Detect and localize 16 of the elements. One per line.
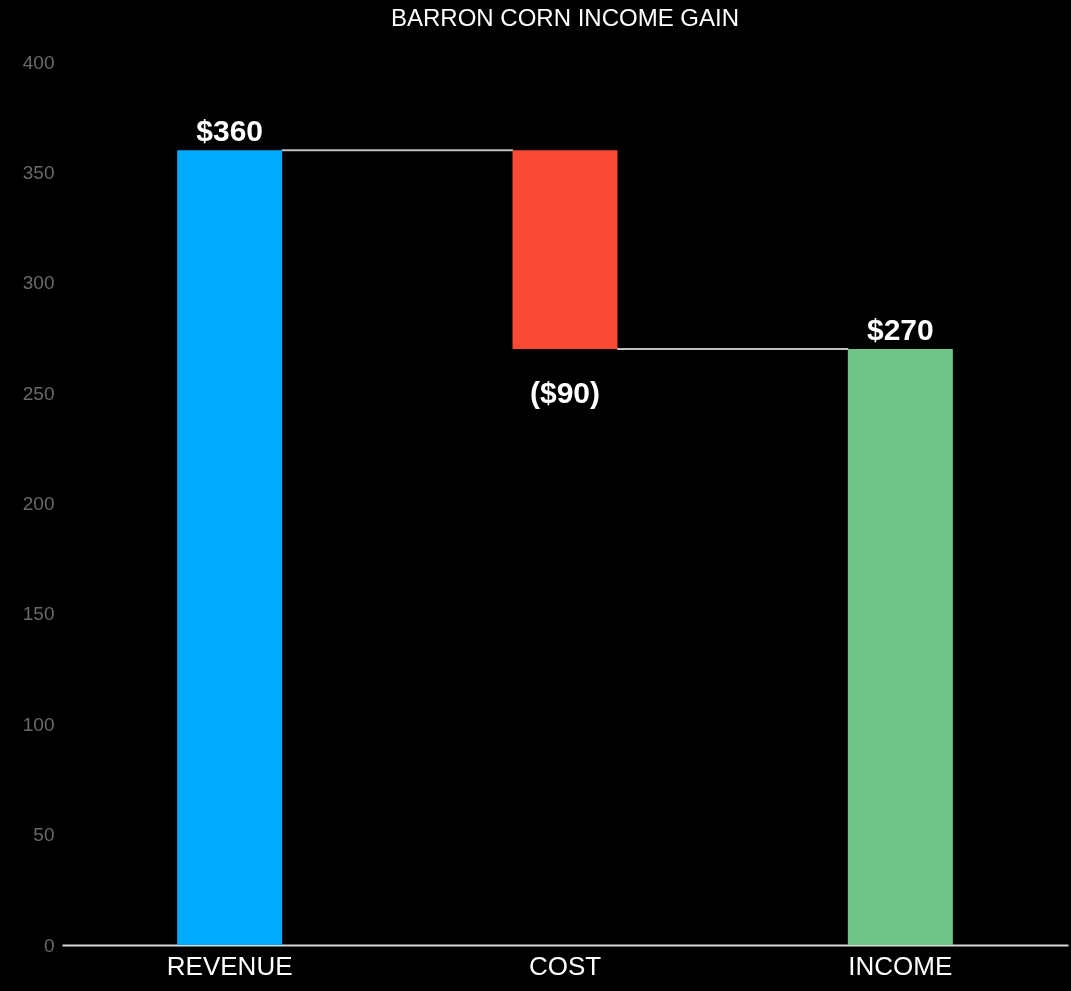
data-label: $270 xyxy=(866,312,934,346)
y-tick-label: 0 xyxy=(43,934,55,956)
y-tick-label: 200 xyxy=(22,493,55,514)
data-label: $360 xyxy=(196,114,264,148)
y-tick-label: 250 xyxy=(22,382,55,404)
y-tick-label: 100 xyxy=(22,713,55,735)
x-tick-label: COST xyxy=(528,950,602,981)
x-tick-label: REVENUE xyxy=(166,950,293,981)
y-tick-label: 300 xyxy=(22,272,55,294)
chart-title: BARRON CORN INCOME GAIN xyxy=(390,4,740,31)
x-tick-label: INCOME xyxy=(848,950,953,981)
y-tick-label: 50 xyxy=(33,824,55,846)
data-label: ($90) xyxy=(529,375,601,409)
y-tick-label: 350 xyxy=(22,161,55,183)
y-tick-label: 150 xyxy=(22,603,55,625)
y-tick-label: 400 xyxy=(22,51,55,73)
